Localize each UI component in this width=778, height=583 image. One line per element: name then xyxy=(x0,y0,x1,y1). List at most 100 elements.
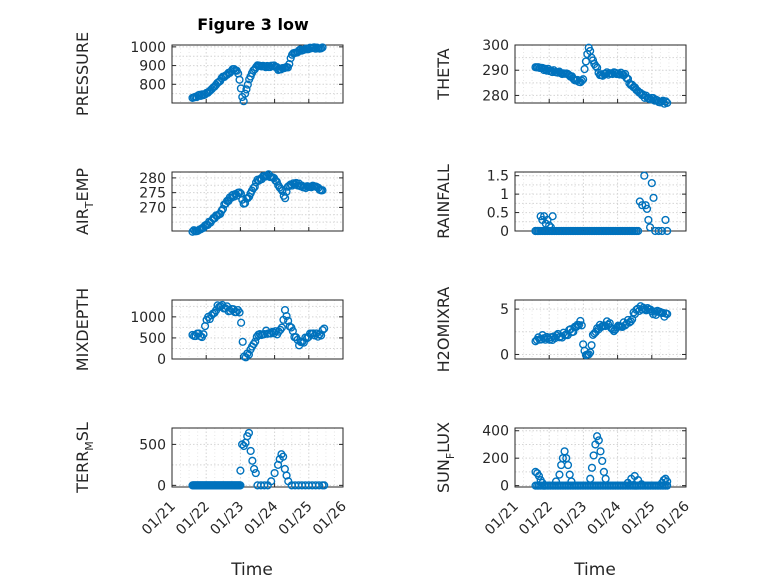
data-point xyxy=(557,460,566,470)
data-point xyxy=(235,75,244,84)
data-series xyxy=(531,43,672,108)
data-point xyxy=(644,215,653,225)
data-point xyxy=(539,481,549,490)
data-point xyxy=(576,316,585,326)
y-tick-label: 1000 xyxy=(130,310,166,326)
x-tick-label: 01/22 xyxy=(173,499,213,539)
y-axis-label: THETA xyxy=(434,48,453,100)
y-tick-label: 0.5 xyxy=(487,206,509,222)
y-tick-label: 5 xyxy=(500,302,509,318)
data-point xyxy=(289,179,298,188)
data-point xyxy=(244,428,254,438)
y-axis-label: TERRMSL xyxy=(73,422,96,494)
data-series xyxy=(188,43,327,106)
y-tick-label: 200 xyxy=(482,451,509,467)
data-point xyxy=(579,75,588,84)
data-point xyxy=(657,226,667,236)
data-point xyxy=(560,447,569,456)
x-tick-label: 01/22 xyxy=(516,499,556,539)
data-point xyxy=(541,64,550,73)
data-point xyxy=(641,201,650,210)
y-tick-label: 275 xyxy=(139,186,166,202)
y-tick-label: 270 xyxy=(139,200,166,216)
y-tick-label: 900 xyxy=(139,59,166,75)
y-tick-label: 1 xyxy=(500,187,509,203)
data-point xyxy=(270,468,279,478)
y-axis-label: RAINFALL xyxy=(434,164,453,239)
y-tick-label: 1000 xyxy=(130,40,166,56)
axes-frame xyxy=(171,427,344,488)
data-point xyxy=(238,337,247,346)
data-point xyxy=(278,186,287,196)
data-point xyxy=(236,466,245,475)
data-point xyxy=(615,70,624,79)
data-point xyxy=(586,474,595,483)
y-axis-label: AIRTEMP xyxy=(73,168,96,235)
data-point xyxy=(277,323,286,332)
data-series xyxy=(188,300,329,362)
data-point xyxy=(634,226,643,236)
data-point xyxy=(243,80,252,89)
y-tick-label: 0 xyxy=(157,352,166,368)
x-tick-label: 01/21 xyxy=(482,499,522,539)
data-point xyxy=(580,65,589,74)
y-axis-label: SUNFLUX xyxy=(434,422,457,493)
axes-frame xyxy=(171,44,344,104)
data-point xyxy=(280,464,289,474)
data-point xyxy=(239,97,248,106)
data-point xyxy=(642,204,652,213)
data-point xyxy=(574,321,584,330)
subplot-3: 0 0.5 1 1.5 RAINFALL xyxy=(434,164,687,240)
data-point xyxy=(608,325,617,334)
y-tick-label: 290 xyxy=(482,63,509,79)
data-point xyxy=(235,188,244,197)
data-point xyxy=(661,215,670,225)
data-point xyxy=(235,308,244,317)
data-point xyxy=(236,84,246,93)
figure-title: Figure 3 low xyxy=(197,15,309,34)
y-tick-label: 0 xyxy=(500,347,509,363)
subplot-0: 800 900 1000 PRESSURE xyxy=(73,32,344,116)
subplot-5: 0 5 H2OMIXRA xyxy=(434,287,687,372)
data-point xyxy=(318,326,327,335)
data-point xyxy=(594,436,603,445)
data-point xyxy=(565,470,574,479)
data-point xyxy=(242,85,251,94)
data-point xyxy=(285,181,294,190)
x-tick-label: 01/21 xyxy=(139,499,179,539)
y-axis-label: PRESSURE xyxy=(73,32,92,116)
data-point xyxy=(318,186,327,195)
data-point xyxy=(240,89,250,98)
x-tick-label: 01/24 xyxy=(585,498,625,538)
data-point xyxy=(232,307,241,317)
data-point xyxy=(250,182,259,191)
data-point xyxy=(563,460,573,470)
y-tick-label: 0 xyxy=(157,478,166,494)
axes-frame xyxy=(171,299,344,360)
data-point xyxy=(663,98,672,107)
data-point xyxy=(236,481,245,490)
data-point xyxy=(586,348,595,357)
x-axis-label-right: Time xyxy=(573,560,616,580)
data-point xyxy=(661,97,670,106)
data-point xyxy=(598,456,607,466)
data-point xyxy=(316,331,326,340)
data-point xyxy=(260,481,269,490)
data-point xyxy=(318,43,327,52)
x-tick-label: 01/26 xyxy=(310,498,350,538)
data-point xyxy=(546,223,556,232)
y-axis-label: MIXDEPTH xyxy=(73,288,92,371)
y-tick-label: 0 xyxy=(500,479,509,495)
data-series xyxy=(531,302,672,360)
data-point xyxy=(548,212,557,221)
data-point xyxy=(284,316,293,325)
y-tick-label: 400 xyxy=(482,424,509,440)
data-point xyxy=(601,474,610,483)
data-point xyxy=(545,221,554,230)
data-point xyxy=(267,477,276,486)
data-point xyxy=(199,330,208,339)
data-point xyxy=(591,62,600,71)
